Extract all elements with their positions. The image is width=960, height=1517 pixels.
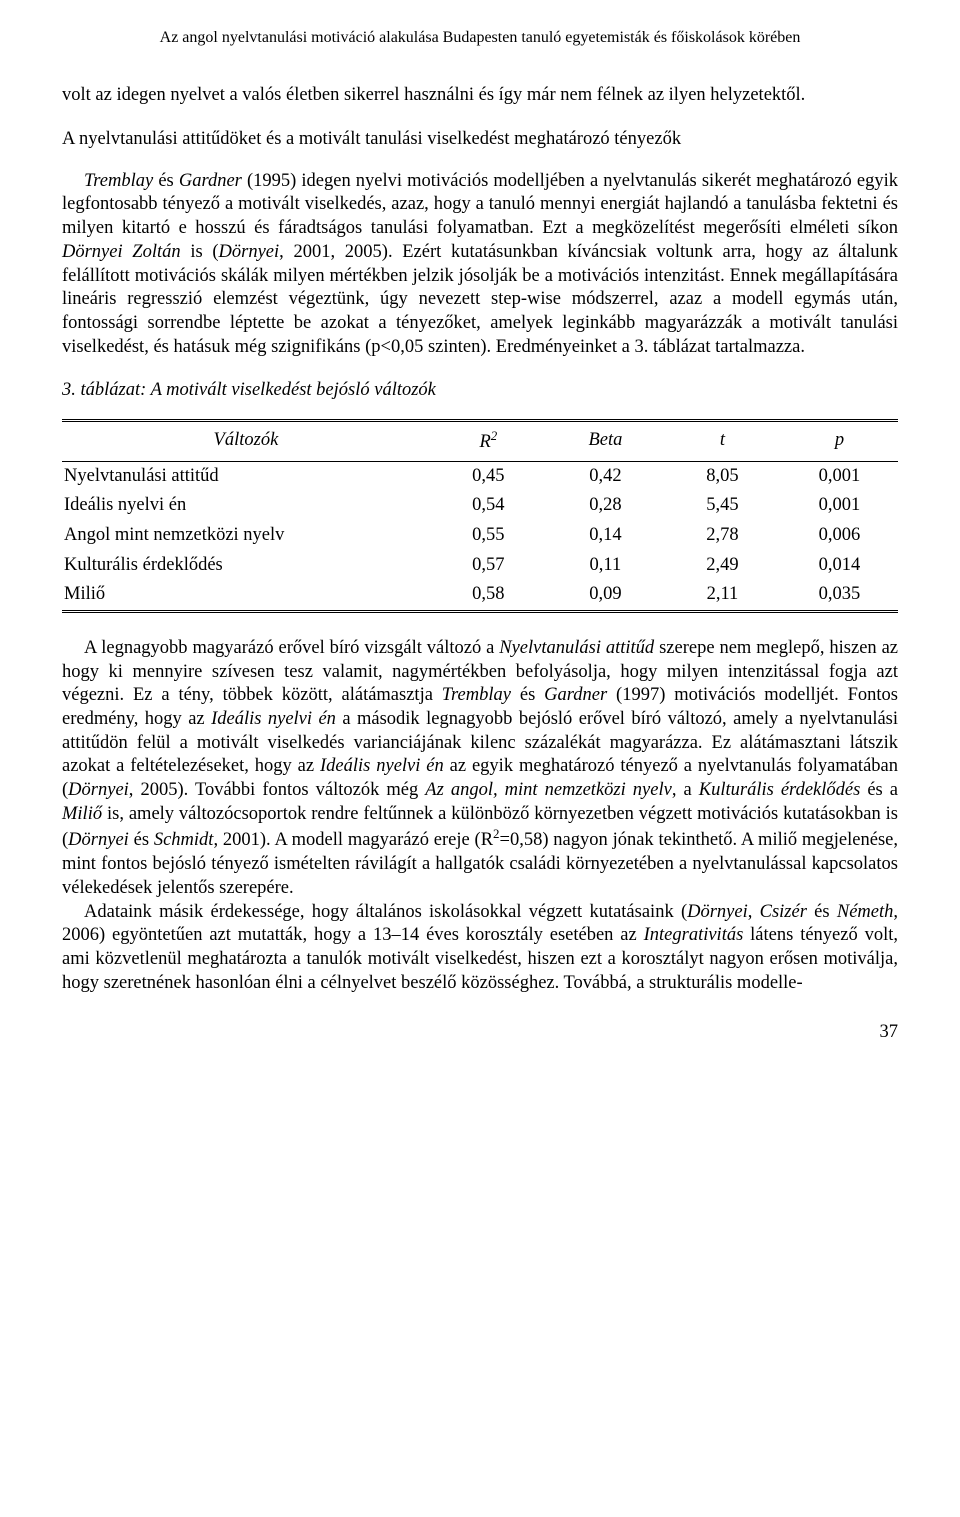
superscript: 2 [493,826,499,841]
table-cell: 0,54 [430,491,547,521]
table-cell: 0,035 [781,580,898,611]
italic-term: Integrativitás [644,925,744,945]
table-cell: 2,11 [664,580,781,611]
table-cell: Angol mint nemzetközi nyelv [62,521,430,551]
italic-term: Gardner [544,685,607,705]
table-row: Miliő0,580,092,110,035 [62,580,898,611]
italic-term: Dörnyei [687,902,748,922]
table-cell: 2,49 [664,551,781,581]
table-caption: 3. táblázat: A motivált viselkedést bejó… [62,379,898,403]
table-cell: Nyelvtanulási attitűd [62,461,430,491]
italic-term: Németh [837,902,894,922]
table-cell: 0,57 [430,551,547,581]
author-dornyei: Dörnyei [219,242,280,262]
table-cell: Kulturális érdeklődés [62,551,430,581]
table-row: Nyelvtanulási attitűd0,450,428,050,001 [62,461,898,491]
table-row: Kulturális érdeklődés0,570,112,490,014 [62,551,898,581]
table-cell: 8,05 [664,461,781,491]
table-cell: 0,09 [547,580,664,611]
italic-term: Az angol, mint nemzetközi nyelv [425,780,672,800]
table-cell: 0,006 [781,521,898,551]
italic-term: Kulturális érdeklődés [699,780,861,800]
paragraph-intro-cont: volt az idegen nyelvet a valós életben s… [62,84,898,108]
italic-term: Dörnyei [68,780,129,800]
italic-term: Ideális nyelvi én [211,709,336,729]
table-row: Angol mint nemzetközi nyelv0,550,142,780… [62,521,898,551]
table-body: Nyelvtanulási attitűd0,450,428,050,001Id… [62,461,898,611]
table-cell: 0,45 [430,461,547,491]
italic-term: Nyelvtanulási attitűd [499,638,654,658]
table-cell: 0,42 [547,461,664,491]
paragraph-results-discussion: A legnagyobb magyarázó erővel bíró vizsg… [62,637,898,901]
table-cell: 0,14 [547,521,664,551]
table-cell: 5,45 [664,491,781,521]
th-t: t [664,420,781,461]
text: is ( [181,242,219,262]
author-dornyei-zoltan: Dörnyei Zoltán [62,242,181,262]
table-cell: 0,001 [781,491,898,521]
table-cell: 0,014 [781,551,898,581]
table-cell: Miliő [62,580,430,611]
th-p: p [781,420,898,461]
author-gardner: Gardner [179,171,242,191]
italic-term: Tremblay [442,685,511,705]
paragraph-regression-intro: Tremblay és Gardner (1995) idegen nyelvi… [62,170,898,359]
th-r2: R2 [430,420,547,461]
running-head: Az angol nyelvtanulási motiváció alakulá… [62,28,898,48]
table-cell: Ideális nyelvi én [62,491,430,521]
table-cell: 0,001 [781,461,898,491]
th-beta: Beta [547,420,664,461]
table-header-row: Változók R2 Beta t p [62,420,898,461]
table-cell: 2,78 [664,521,781,551]
italic-term: Dörnyei [68,831,129,851]
italic-term: Ideális nyelvi én [320,756,444,776]
text: és [153,171,179,191]
th-variable: Változók [62,420,430,461]
section-heading: A nyelvtanulási attitűdöket és a motivál… [62,128,898,152]
table-cell: 0,11 [547,551,664,581]
italic-term: Miliő [62,804,102,824]
table-row: Ideális nyelvi én0,540,285,450,001 [62,491,898,521]
author-tremblay: Tremblay [84,171,153,191]
table-cell: 0,55 [430,521,547,551]
table-cell: 0,58 [430,580,547,611]
regression-table: Változók R2 Beta t p Nyelvtanulási attit… [62,419,898,613]
page-number: 37 [62,1021,898,1045]
paragraph-results-discussion-2: Adataink másik érdekessége, hogy általán… [62,901,898,996]
table-cell: 0,28 [547,491,664,521]
italic-term: Csizér [760,902,807,922]
italic-term: Schmidt [154,831,214,851]
